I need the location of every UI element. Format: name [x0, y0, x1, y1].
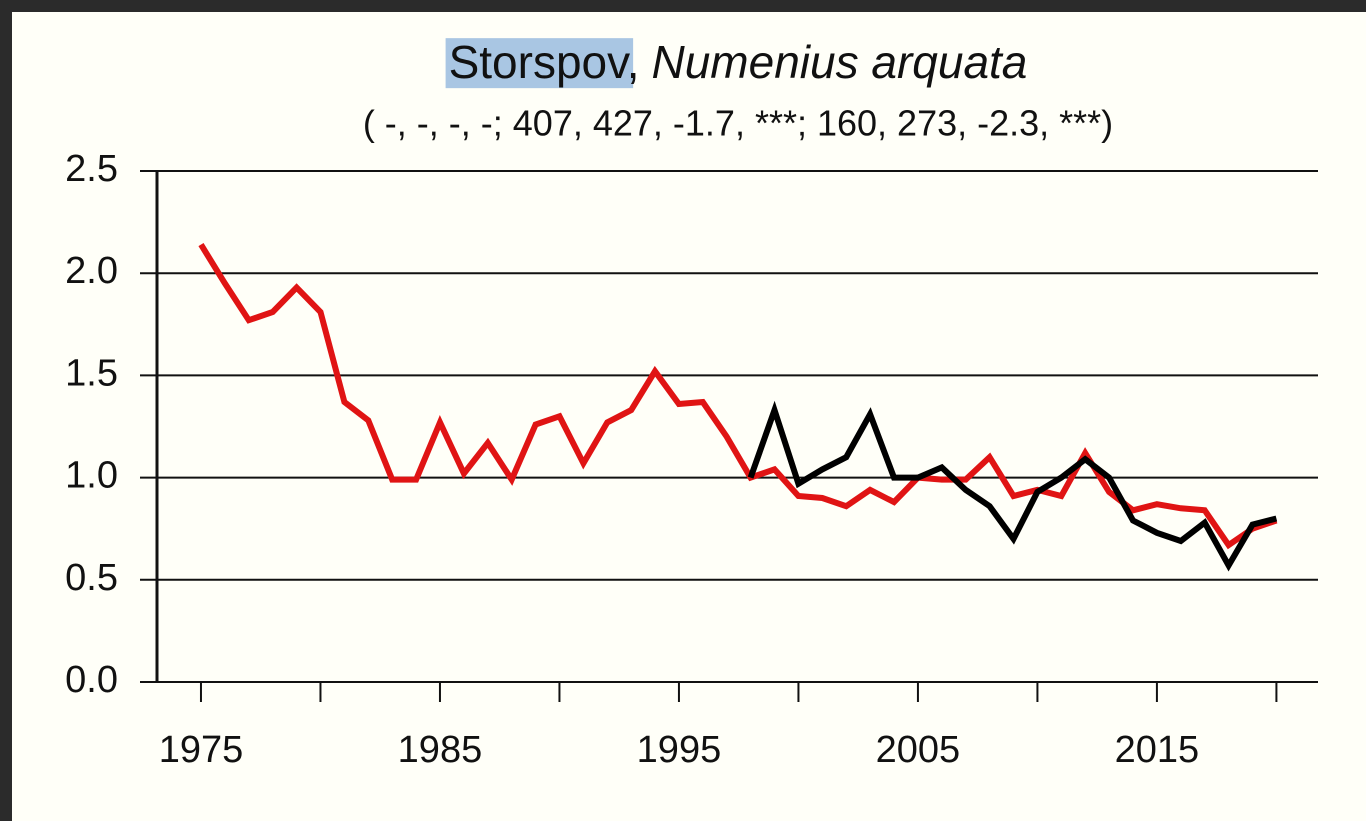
y-tick-label: 0.0 — [65, 659, 118, 701]
x-tick-label: 2005 — [876, 729, 961, 771]
y-tick-label: 2.0 — [65, 250, 118, 292]
title-latin: Numenius arquata — [652, 36, 1028, 88]
title-separator: , — [627, 36, 640, 88]
x-tick-label: 1985 — [398, 729, 483, 771]
chart-subtitle: ( -, -, -, -; 407, 427, -1.7, ***; 160, … — [363, 103, 1113, 144]
x-tick-label: 1975 — [159, 729, 244, 771]
chart: Storspov,Numenius arquata ( -, -, -, -; … — [0, 0, 1366, 821]
x-tick-label: 2015 — [1115, 729, 1200, 771]
y-tick-label: 1.5 — [65, 352, 118, 394]
y-tick-label: 1.0 — [65, 455, 118, 497]
chart-title: Storspov,Numenius arquata — [449, 36, 1028, 88]
x-tick-label: 1995 — [637, 729, 722, 771]
y-tick-label: 0.5 — [65, 557, 118, 599]
title-name: Storspov — [449, 36, 631, 88]
y-tick-label: 2.5 — [65, 148, 118, 190]
